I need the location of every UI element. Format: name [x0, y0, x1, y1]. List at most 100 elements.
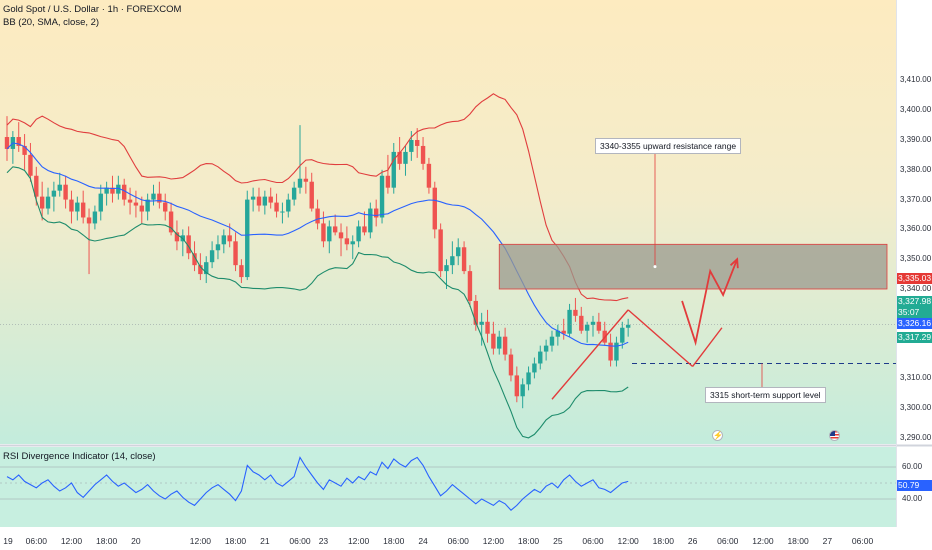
candle[interactable] [262, 190, 268, 215]
candle[interactable] [620, 321, 625, 349]
candle[interactable] [432, 181, 437, 239]
candle[interactable] [625, 318, 631, 337]
candle[interactable] [332, 214, 338, 236]
candle[interactable] [151, 184, 156, 206]
candle[interactable] [538, 345, 543, 370]
candle[interactable] [508, 348, 514, 382]
candle[interactable] [479, 312, 484, 346]
candle[interactable] [379, 169, 385, 224]
candle[interactable] [409, 131, 414, 161]
candle[interactable] [338, 223, 344, 257]
candle[interactable] [204, 256, 209, 284]
candle[interactable] [415, 128, 420, 158]
candle[interactable] [45, 187, 51, 215]
candle[interactable] [327, 220, 332, 254]
candle[interactable] [122, 178, 127, 206]
candle[interactable] [473, 294, 478, 331]
candle[interactable] [543, 339, 549, 361]
candle[interactable] [250, 187, 256, 212]
candle[interactable] [22, 134, 27, 170]
rsi-indicator-legend[interactable]: RSI Divergence Indicator (14, close) [3, 451, 156, 462]
support-level-label[interactable]: 3315 short-term support level [705, 387, 826, 403]
candle[interactable] [450, 241, 455, 275]
candle[interactable] [549, 330, 555, 352]
candle[interactable] [57, 172, 62, 197]
candle[interactable] [596, 312, 602, 334]
candle[interactable] [286, 193, 291, 218]
candle[interactable] [526, 366, 531, 391]
candle[interactable] [309, 172, 314, 212]
candle[interactable] [186, 226, 191, 260]
candle[interactable] [157, 181, 162, 209]
candle[interactable] [127, 187, 133, 215]
candle[interactable] [584, 321, 590, 343]
candle[interactable] [573, 297, 578, 322]
candle[interactable] [315, 199, 320, 230]
trend-line[interactable] [551, 309, 629, 400]
candle[interactable] [520, 378, 525, 409]
candle[interactable] [373, 199, 379, 227]
candle[interactable] [63, 175, 68, 209]
candle[interactable] [221, 229, 227, 254]
candle[interactable] [51, 181, 57, 212]
candle[interactable] [75, 196, 80, 221]
candle[interactable] [579, 306, 584, 334]
candle[interactable] [461, 241, 467, 275]
candle[interactable] [532, 357, 537, 379]
projection-path[interactable] [681, 258, 738, 347]
symbol-title[interactable]: Gold Spot / U.S. Dollar · 1h · FOREXCOM [3, 4, 182, 15]
resistance-zone[interactable] [498, 243, 888, 290]
candle[interactable] [4, 116, 10, 161]
candle[interactable] [403, 145, 408, 176]
candle[interactable] [116, 175, 121, 200]
candle[interactable] [485, 309, 490, 343]
candle[interactable] [385, 154, 391, 194]
candle[interactable] [567, 303, 572, 337]
bb-lower-band[interactable] [6, 166, 629, 439]
candle[interactable] [280, 202, 285, 224]
candle[interactable] [209, 241, 215, 269]
candle[interactable] [233, 232, 238, 272]
candle[interactable] [80, 190, 86, 224]
lightning-event-icon[interactable]: ⚡ [712, 430, 723, 441]
candle[interactable] [614, 336, 619, 367]
rsi-line[interactable] [6, 456, 629, 511]
candle[interactable] [456, 238, 461, 266]
candle[interactable] [356, 220, 361, 248]
candle[interactable] [350, 235, 355, 260]
candle[interactable] [467, 265, 473, 307]
candle[interactable] [256, 187, 262, 212]
candle[interactable] [174, 220, 180, 251]
candle[interactable] [426, 157, 432, 194]
candle[interactable] [291, 181, 297, 206]
candle[interactable] [608, 333, 613, 367]
candle[interactable] [215, 235, 221, 260]
candle[interactable] [28, 142, 33, 182]
candle[interactable] [502, 327, 508, 361]
candle[interactable] [555, 324, 561, 346]
candle[interactable] [268, 187, 273, 209]
candle[interactable] [491, 321, 496, 355]
candle[interactable] [110, 175, 115, 203]
candle[interactable] [420, 137, 426, 170]
candle[interactable] [497, 330, 502, 355]
candle[interactable] [69, 190, 74, 224]
candle[interactable] [391, 142, 396, 194]
candle[interactable] [362, 211, 367, 236]
candle[interactable] [16, 122, 21, 152]
candle[interactable] [104, 181, 109, 206]
candle[interactable] [98, 184, 103, 221]
resistance-range-label[interactable]: 3340-3355 upward resistance range [595, 138, 742, 154]
candle[interactable] [274, 193, 279, 218]
candle[interactable] [368, 202, 373, 239]
candle[interactable] [438, 223, 443, 278]
candle[interactable] [133, 190, 139, 218]
candle[interactable] [561, 318, 566, 340]
trend-line[interactable] [627, 309, 694, 368]
bb-upper-band[interactable] [6, 93, 629, 302]
candle[interactable] [239, 259, 244, 284]
candle[interactable] [86, 208, 92, 275]
candle[interactable] [344, 226, 350, 251]
candle[interactable] [39, 181, 45, 221]
candle[interactable] [303, 166, 309, 194]
